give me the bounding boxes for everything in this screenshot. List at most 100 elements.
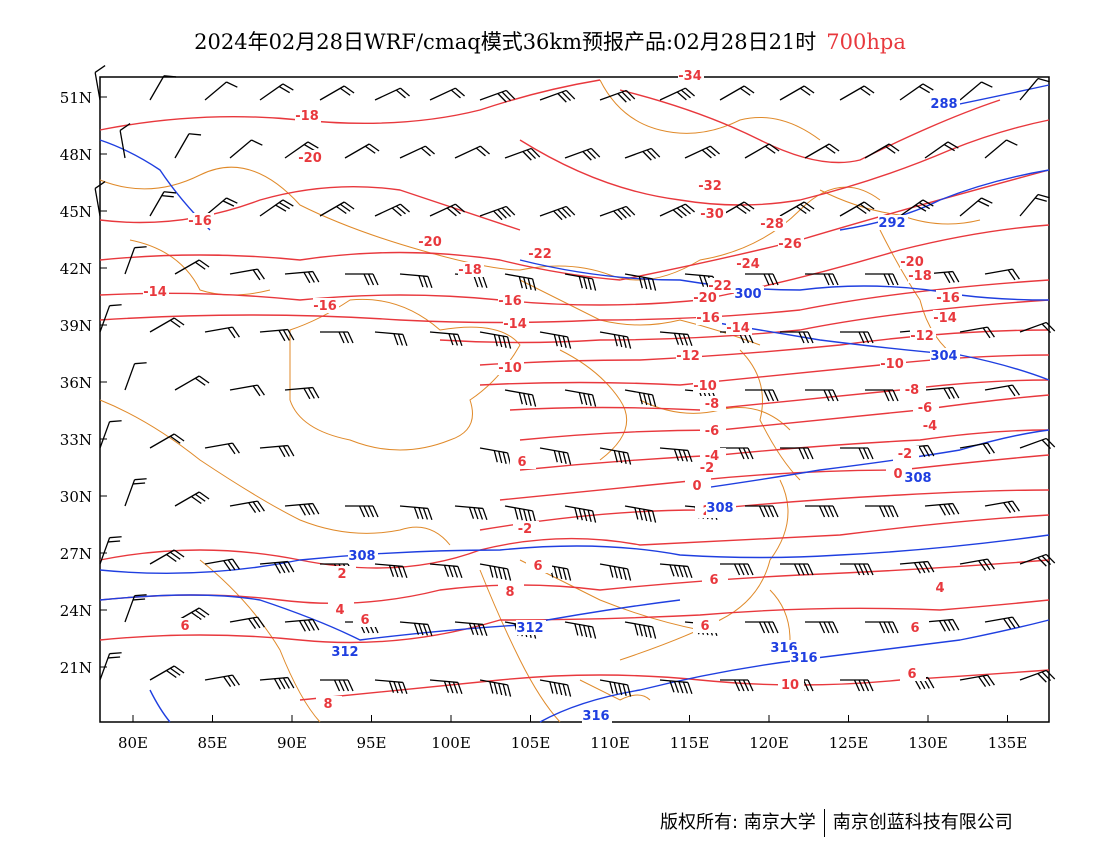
temp-label: -6 <box>705 424 719 439</box>
temp-label: 10 <box>781 678 799 693</box>
temp-label-bg <box>498 360 524 375</box>
temp-label: -16 <box>313 299 337 314</box>
wind-barb <box>229 500 265 514</box>
wind-barb <box>259 560 295 574</box>
wind-barb <box>840 563 874 576</box>
temp-label-bg <box>693 618 719 633</box>
wind-barb <box>284 618 320 632</box>
temp-label-bg <box>295 108 321 123</box>
temp-label-bg <box>498 293 524 308</box>
wind-barb <box>1019 669 1056 683</box>
temp-label-bg <box>188 213 214 228</box>
height-label-bg <box>348 548 378 563</box>
wind-barb <box>539 331 572 349</box>
temp-label-bg <box>458 262 484 277</box>
height-label-bg <box>904 470 934 485</box>
lon-label: 105E <box>511 734 551 752</box>
temp-label: -2 <box>898 447 912 462</box>
wind-barb <box>174 133 202 159</box>
temp-label: -10 <box>498 361 522 376</box>
lon-label: 95E <box>356 734 386 752</box>
temp-label: -12 <box>910 329 934 344</box>
wind-barb <box>124 362 147 391</box>
height-label: 304 <box>930 349 957 364</box>
title-main: 2024年02月28日WRF/cmaq模式36km预报产品:02月28日21时 <box>194 30 817 54</box>
temp-label-bg <box>528 246 554 261</box>
lat-label: 24N <box>60 602 92 620</box>
temp-label-bg <box>900 666 926 681</box>
temp-label-bg <box>910 328 936 343</box>
temperature-contours <box>99 79 1050 701</box>
temp-label: 6 <box>517 455 526 470</box>
wind-barb <box>119 123 131 159</box>
wind-barb <box>479 89 516 103</box>
wind-barb <box>805 273 839 286</box>
temp-label: 0 <box>893 467 902 482</box>
temp-label: -32 <box>698 179 722 194</box>
wind-barb <box>899 199 934 217</box>
temp-label-bg <box>700 448 726 463</box>
lat-label: 39N <box>60 317 92 335</box>
wind-barb <box>564 389 597 407</box>
temp-label: -8 <box>705 397 719 412</box>
wind-barb <box>745 621 779 634</box>
temp-label-bg <box>696 310 722 325</box>
wind-barb <box>284 386 320 400</box>
wind-barb <box>779 201 815 217</box>
wind-barb <box>599 205 636 221</box>
wind-barb <box>684 145 720 159</box>
wind-barb <box>345 273 379 286</box>
wind-barb <box>659 447 693 463</box>
temp-label: -18 <box>295 109 319 124</box>
wind-barb <box>839 85 875 101</box>
wind-barb <box>149 317 185 333</box>
temp-label: 8 <box>323 697 332 712</box>
temp-label-bg <box>353 612 379 627</box>
wind-barb <box>319 201 355 217</box>
height-label: 300 <box>734 287 761 302</box>
wind-barb <box>805 389 839 402</box>
lat-label: 36N <box>60 374 92 392</box>
lat-label: 33N <box>60 431 92 449</box>
lat-label: 45N <box>60 203 92 221</box>
wind-barb <box>1019 553 1056 567</box>
wind-barb <box>924 618 960 632</box>
wind-barb <box>454 621 488 637</box>
temp-label: -10 <box>693 379 717 394</box>
height-label-bg <box>734 286 764 301</box>
lon-label: 100E <box>431 734 471 752</box>
height-label-bg <box>582 708 612 723</box>
temp-label-bg <box>760 216 786 231</box>
temp-label: 6 <box>700 619 709 634</box>
wind-barb <box>659 331 693 347</box>
wind-barb <box>429 563 463 579</box>
wind-barb <box>320 679 354 692</box>
wind-barb <box>504 273 537 291</box>
temp-label-bg <box>313 298 339 313</box>
wind-barb <box>959 326 995 339</box>
wind-barb <box>780 563 814 576</box>
temp-label-bg <box>330 566 356 581</box>
lat-label: 30N <box>60 488 92 506</box>
height-label-bg <box>331 644 361 659</box>
wind-barb <box>539 89 576 103</box>
lat-label: 51N <box>60 89 92 107</box>
lon-label: 85E <box>197 734 227 752</box>
wind-barb <box>780 331 814 344</box>
wind-barb <box>720 679 754 692</box>
height-label: 316 <box>582 709 609 724</box>
temp-label-bg <box>693 378 719 393</box>
temp-label-bg <box>908 268 934 283</box>
wind-barb <box>720 447 754 460</box>
wind-barb <box>659 87 695 101</box>
wind-barb <box>259 444 295 458</box>
wind-barb <box>659 679 693 695</box>
wind-barb <box>399 621 433 637</box>
temp-label: -20 <box>900 255 924 270</box>
wind-barb <box>284 141 319 159</box>
wind-barb <box>539 679 572 697</box>
temp-label: 2 <box>337 567 346 582</box>
wind-barb <box>99 304 122 333</box>
wind-barb <box>899 83 934 101</box>
wind-barb <box>959 197 993 217</box>
